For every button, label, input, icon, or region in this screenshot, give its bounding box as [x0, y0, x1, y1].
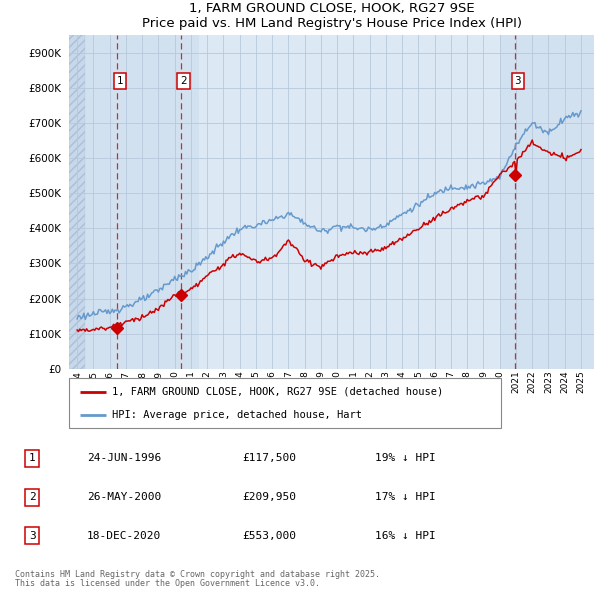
Text: 2: 2	[29, 492, 35, 502]
Text: This data is licensed under the Open Government Licence v3.0.: This data is licensed under the Open Gov…	[15, 579, 320, 588]
Title: 1, FARM GROUND CLOSE, HOOK, RG27 9SE
Price paid vs. HM Land Registry's House Pri: 1, FARM GROUND CLOSE, HOOK, RG27 9SE Pri…	[142, 2, 521, 30]
Text: 2: 2	[180, 76, 187, 86]
Text: 24-JUN-1996: 24-JUN-1996	[87, 453, 161, 463]
Text: £553,000: £553,000	[242, 531, 296, 541]
Text: 1, FARM GROUND CLOSE, HOOK, RG27 9SE (detached house): 1, FARM GROUND CLOSE, HOOK, RG27 9SE (de…	[112, 386, 443, 396]
Bar	[85, 35, 199, 369]
Text: 18-DEC-2020: 18-DEC-2020	[87, 531, 161, 541]
Text: 3: 3	[29, 531, 35, 541]
Bar	[500, 35, 594, 369]
Text: Contains HM Land Registry data © Crown copyright and database right 2025.: Contains HM Land Registry data © Crown c…	[15, 570, 380, 579]
Text: 26-MAY-2000: 26-MAY-2000	[87, 492, 161, 502]
Text: 1: 1	[29, 453, 35, 463]
Text: 1: 1	[116, 76, 123, 86]
FancyBboxPatch shape	[69, 378, 501, 428]
Text: 16% ↓ HPI: 16% ↓ HPI	[375, 531, 436, 541]
Text: HPI: Average price, detached house, Hart: HPI: Average price, detached house, Hart	[112, 410, 362, 420]
Text: 17% ↓ HPI: 17% ↓ HPI	[375, 492, 436, 502]
Bar	[69, 35, 85, 369]
Text: £209,950: £209,950	[242, 492, 296, 502]
Text: £117,500: £117,500	[242, 453, 296, 463]
Text: 19% ↓ HPI: 19% ↓ HPI	[375, 453, 436, 463]
Text: 3: 3	[514, 76, 521, 86]
